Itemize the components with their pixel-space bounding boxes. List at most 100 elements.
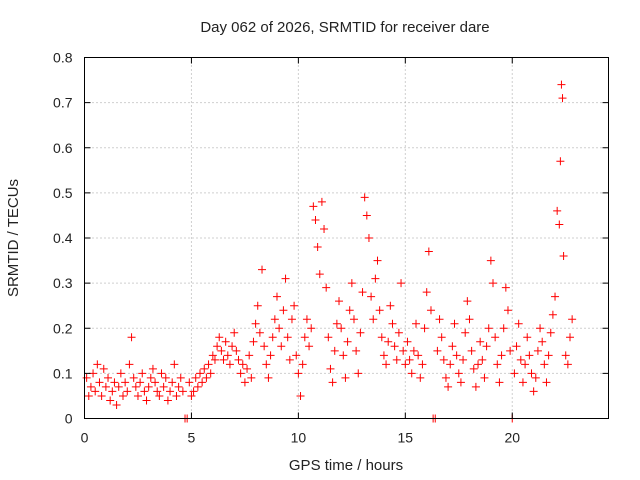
x-tick-label: 0 [81,430,89,446]
data-point [489,279,498,288]
data-point [493,360,502,369]
data-point [384,337,393,346]
data-point [91,387,100,396]
data-point [230,328,239,337]
y-tick-label: 0 [65,411,73,427]
data-point [559,252,568,261]
data-point [536,324,545,333]
data-point [516,355,525,364]
data-point [555,220,564,229]
data-point [388,319,397,328]
data-point [155,391,164,400]
data-point [93,360,102,369]
data-point [208,351,217,360]
data-points [82,80,577,423]
data-point [371,274,380,283]
gridlines [84,57,609,419]
data-point [448,342,457,351]
data-point [471,382,480,391]
data-point [159,382,168,391]
data-point [268,333,277,342]
x-axis-label: GPS time / hours [289,457,403,474]
data-point [414,351,423,360]
data-point [292,351,301,360]
data-point [174,382,183,391]
data-point [108,387,117,396]
data-point [557,80,566,89]
data-point [116,369,125,378]
data-point [480,373,489,382]
data-point [153,387,162,396]
data-point [394,328,403,337]
data-point [433,346,442,355]
y-axis-label: SRMTID / TECUs [5,179,22,297]
data-point [461,328,470,337]
data-point [499,324,508,333]
x-tick-label: 10 [291,430,307,446]
data-point [529,387,538,396]
data-point [305,342,314,351]
data-point [133,391,142,400]
data-point [151,378,160,387]
data-point [527,369,536,378]
data-point [544,351,553,360]
data-point [238,360,247,369]
data-point [245,351,254,360]
data-point [439,355,448,364]
data-point [236,369,245,378]
data-point [568,315,577,324]
data-point [302,315,311,324]
data-point [409,346,418,355]
data-point [354,369,363,378]
plot-frame [84,57,609,419]
data-point [191,373,200,382]
axis-ticks: 0 5 10 15 20 0 0.1 0.2 0.3 0.4 0.5 0.6 0.7 0.8 [53,50,609,446]
data-point [195,369,204,378]
data-point [285,355,294,364]
y-tick-label: 0.4 [53,230,73,246]
data-point [140,387,149,396]
data-point [375,306,384,315]
data-point [416,373,425,382]
data-point [157,369,166,378]
data-point [525,351,534,360]
data-point [367,292,376,301]
data-point [86,382,95,391]
data-point [382,360,391,369]
y-tick-label: 0.1 [53,365,73,381]
data-point [166,387,175,396]
data-point [563,360,572,369]
data-point [204,360,213,369]
data-point [206,369,215,378]
data-point [364,234,373,242]
data-point [142,396,151,405]
data-point [397,279,406,288]
data-point [407,369,416,378]
data-point [326,364,335,373]
data-point [478,355,487,364]
data-point [121,378,130,387]
data-point [566,333,575,342]
data-point [240,378,249,387]
data-point [561,351,570,360]
data-point [337,324,346,333]
x-tick-label: 5 [188,430,196,446]
data-point [101,382,110,391]
data-point [131,382,140,391]
data-point [533,346,542,355]
data-point [521,360,530,369]
data-point [390,342,399,351]
data-point [501,283,510,292]
y-tick-label: 0.6 [53,140,73,156]
data-point [125,360,134,369]
data-point [469,364,478,373]
data-point [356,328,365,337]
data-point [401,360,410,369]
data-point [420,324,429,333]
data-point [497,351,506,360]
data-point [202,373,211,382]
data-point [161,373,170,382]
data-point [253,301,262,310]
data-point [264,373,273,382]
data-point [412,319,421,328]
